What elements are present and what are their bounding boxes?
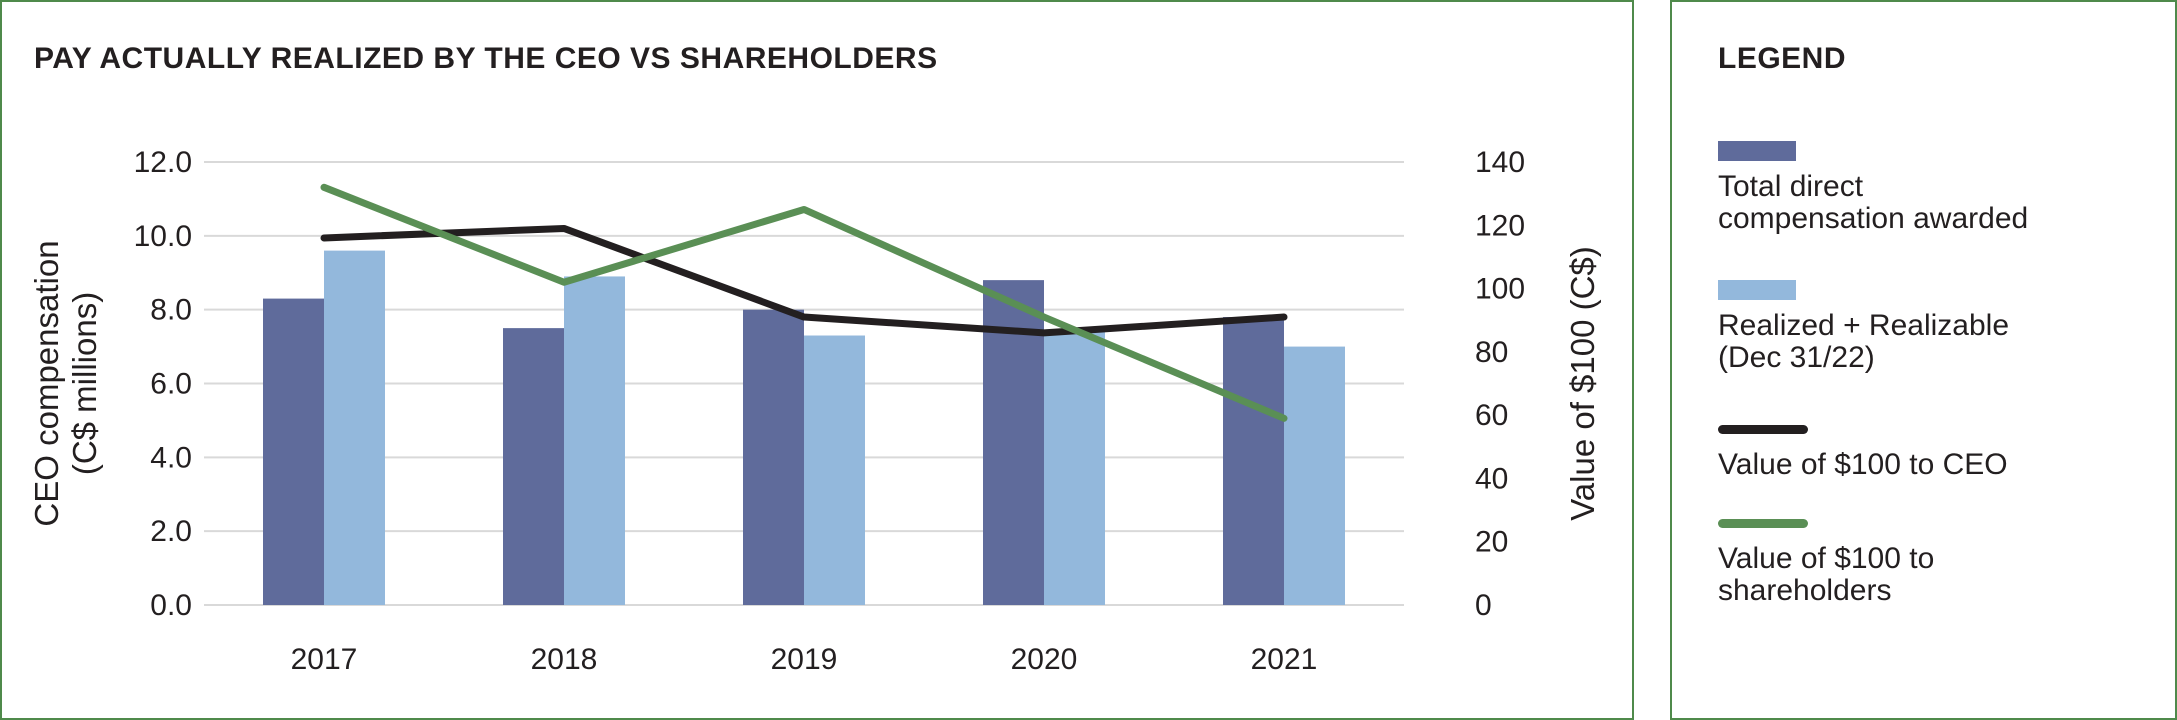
legend-label-line: shareholders xyxy=(1718,574,1892,607)
bar-realized xyxy=(804,335,865,605)
legend-label-line: Value of $100 to CEO xyxy=(1718,448,2008,481)
y-left-axis-label-line: CEO compensation xyxy=(28,240,65,526)
legend-label-line: Value of $100 to xyxy=(1718,542,1935,575)
y-left-axis-label-line: (C$ millions) xyxy=(66,292,103,475)
line-shareholders-value xyxy=(320,183,1288,422)
y-right-axis-label: Value of $100 (C$) xyxy=(1564,246,1601,521)
legend-label-realized: Realized + Realizable (Dec 31/22) xyxy=(1718,310,2009,374)
legend-swatch-total-direct xyxy=(1718,141,1796,161)
legend-swatch-shareholders-line xyxy=(1718,519,1808,528)
y-left-tick-label: 2.0 xyxy=(150,515,192,548)
line-ceo-value xyxy=(320,224,1288,337)
legend-label-line: Realized + Realizable xyxy=(1718,309,2010,342)
legend-label-total-direct: Total direct compensation awarded xyxy=(1718,171,2028,235)
x-tick-label: 2021 xyxy=(1251,643,1318,676)
legend-swatch-realized xyxy=(1718,280,1796,300)
legend-label-ceo-line: Value of $100 to CEO xyxy=(1718,449,2008,481)
y-right-tick-label: 20 xyxy=(1475,526,1508,559)
y-left-tick-label: 4.0 xyxy=(150,441,192,474)
y-left-tick-label: 8.0 xyxy=(150,294,192,327)
y-right-tick-label: 100 xyxy=(1475,273,1525,306)
bar-total-direct xyxy=(503,328,564,605)
y-left-axis-label: CEO compensation(C$ millions) xyxy=(28,240,103,526)
chart-title: PAY ACTUALLY REALIZED BY THE CEO VS SHAR… xyxy=(34,42,938,75)
y-right-tick-label: 140 xyxy=(1475,146,1525,179)
y-left-tick-label: 0.0 xyxy=(150,589,192,622)
legend-panel: LEGEND Total direct compensation awarded… xyxy=(1670,0,2177,720)
bar-total-direct xyxy=(743,309,804,605)
legend-label-line: (Dec 31/22) xyxy=(1718,341,1875,374)
combo-chart: 0.0 2.0 4.0 6.0 8.0 10.0 12.0 0 20 40 60 80 100 120 14… xyxy=(28,146,1601,676)
chart-panel: PAY ACTUALLY REALIZED BY THE CEO VS SHAR… xyxy=(0,0,1634,720)
y-left-tick-label: 6.0 xyxy=(150,368,192,401)
x-tick-label: 2019 xyxy=(771,643,838,676)
legend-label-shareholders-line: Value of $100 to shareholders xyxy=(1718,543,1934,607)
x-tick-label: 2020 xyxy=(1011,643,1078,676)
bar-total-direct xyxy=(1223,317,1284,605)
y-right-tick-label: 120 xyxy=(1475,209,1525,242)
x-tick-label: 2017 xyxy=(291,643,358,676)
y-left-tick-label: 10.0 xyxy=(134,220,192,253)
bar-realized xyxy=(564,276,625,605)
bar-realized xyxy=(1284,346,1345,605)
y-right-tick-label: 40 xyxy=(1475,462,1508,495)
legend-title: LEGEND xyxy=(1718,42,1847,75)
legend-label-line: compensation awarded xyxy=(1718,202,2029,235)
x-tick-label: 2018 xyxy=(531,643,598,676)
y-right-tick-label: 60 xyxy=(1475,399,1508,432)
legend-swatch-ceo-line xyxy=(1718,425,1808,434)
y-left-tick-label: 12.0 xyxy=(134,146,192,179)
bar-realized xyxy=(324,250,385,605)
y-right-tick-label: 0 xyxy=(1475,589,1492,622)
y-right-tick-label: 80 xyxy=(1475,336,1508,369)
bar-realized xyxy=(1044,331,1105,605)
legend-label-line: Total direct xyxy=(1718,170,1864,203)
bar-total-direct xyxy=(263,298,324,605)
